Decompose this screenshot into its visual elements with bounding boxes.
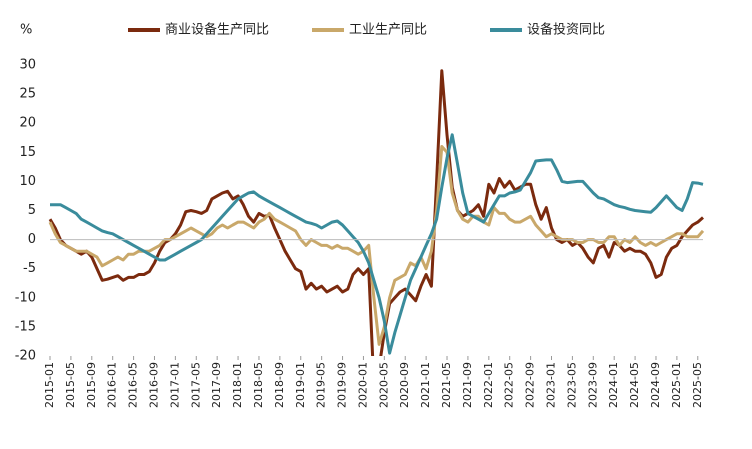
x-tick-label: 2017-05 (189, 362, 202, 408)
x-tick-label: 2015-01 (43, 362, 56, 408)
y-tick-label: -10 (15, 290, 36, 305)
x-tick-label: 2015-09 (85, 362, 98, 408)
y-tick-label: -15 (15, 319, 36, 334)
y-tick-label: 15 (19, 145, 36, 160)
x-tick-label: 2020-01 (356, 362, 369, 408)
x-tick-label: 2025-05 (691, 362, 704, 408)
x-tick-label: 2022-05 (503, 362, 516, 408)
x-tick-label: 2019-09 (336, 362, 349, 408)
y-tick-label: 10 (19, 174, 36, 189)
legend-label: 工业生产同比 (349, 23, 427, 38)
x-tick-label: 2019-05 (315, 362, 328, 408)
x-tick-label: 2020-09 (398, 362, 411, 408)
x-tick-label: 2018-01 (231, 362, 244, 408)
x-tick-label: 2018-09 (273, 362, 286, 408)
x-tick-label: 2023-09 (586, 362, 599, 408)
series-line (50, 133, 704, 355)
y-axis-label: % (20, 23, 32, 38)
x-tick-label: 2023-01 (545, 362, 558, 408)
y-tick-label: -20 (15, 349, 36, 364)
x-tick-label: 2017-01 (168, 362, 181, 408)
x-tick-label: 2016-05 (127, 362, 140, 408)
x-tick-label: 2024-01 (607, 362, 620, 408)
x-tick-label: 2018-05 (252, 362, 265, 408)
x-tick-label: 2023-05 (565, 362, 578, 408)
legend-label: 设备投资同比 (527, 22, 605, 38)
x-tick-label: 2022-09 (524, 362, 537, 408)
x-tick-label: 2021-09 (461, 362, 474, 408)
x-tick-label: 2016-09 (147, 362, 160, 408)
y-tick-label: 20 (19, 116, 36, 131)
x-tick-label: 2019-01 (294, 362, 307, 408)
x-tick-label: 2016-01 (106, 362, 119, 408)
x-tick-label: 2015-05 (64, 362, 77, 408)
x-tick-label: 2017-09 (210, 362, 223, 408)
legend-label: 商业设备生产同比 (165, 22, 269, 38)
series-line (48, 69, 704, 356)
x-tick-label: 2020-05 (377, 362, 390, 408)
x-tick-label: 2024-05 (628, 362, 641, 408)
y-tick-label: -5 (23, 261, 36, 276)
y-tick-label: 0 (28, 232, 36, 247)
y-tick-label: 30 (19, 58, 36, 73)
x-tick-label: 2021-05 (440, 362, 453, 408)
x-tick-label: 2022-01 (482, 362, 495, 408)
plot-area (48, 69, 705, 356)
x-tick-label: 2021-01 (419, 362, 432, 408)
x-tick-label: 2025-01 (670, 362, 683, 408)
y-tick-label: 5 (28, 203, 36, 218)
x-tick-label: 2024-09 (649, 362, 662, 408)
y-tick-label: 25 (19, 87, 36, 102)
